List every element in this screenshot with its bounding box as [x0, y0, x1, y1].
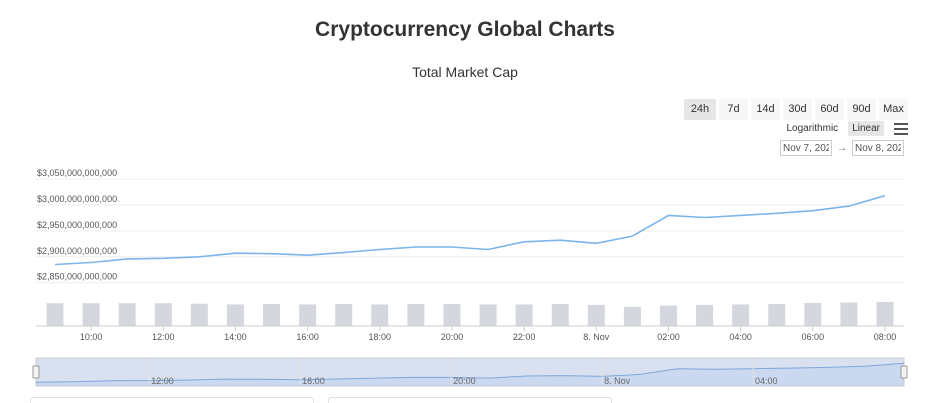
bottom-card-left [30, 397, 314, 403]
date-from-input[interactable] [780, 140, 832, 156]
navigator-handle[interactable] [32, 365, 40, 379]
x-axis-ticks [90, 326, 886, 331]
market-cap-series [54, 194, 886, 266]
navigator-handle[interactable] [900, 365, 908, 379]
x-tick-label: 06:00 [802, 332, 825, 342]
volume-bar [840, 302, 858, 326]
volume-bar [154, 303, 172, 326]
volume-bar [299, 304, 317, 326]
y-tick-label: $2,850,000,000,000 [37, 272, 117, 282]
range-button-7d[interactable]: 7d [719, 99, 748, 120]
volume-bar [46, 303, 64, 326]
x-tick-label: 02:00 [657, 332, 680, 342]
bottom-card-right [328, 397, 612, 403]
volume-bar [659, 305, 677, 326]
linear-button[interactable]: Linear [848, 121, 884, 136]
range-button-30d[interactable]: 30d [783, 99, 812, 120]
page-title: Cryptocurrency Global Charts [315, 18, 615, 41]
logarithmic-button[interactable]: Logarithmic [786, 123, 839, 134]
y-tick-label: $3,050,000,000,000 [37, 168, 117, 178]
y-tick-label: $2,900,000,000,000 [37, 246, 117, 256]
x-tick-label: 12:00 [152, 332, 175, 342]
volume-bar [263, 303, 281, 326]
x-tick-label: 8. Nov [583, 332, 610, 342]
navigator: 12:00 16:00 20:00 8. Nov 04:00 [32, 357, 908, 387]
y-axis-labels: $2,850,000,000,000 $2,900,000,000,000 $2,9… [37, 168, 117, 281]
volume-bar [623, 306, 641, 326]
chart-title: Total Market Cap [412, 64, 518, 80]
navigator-label: 8. Nov [604, 376, 631, 386]
range-button-14d[interactable]: 14d [751, 99, 780, 120]
date-arrow-icon: → [837, 142, 847, 154]
y-tick-label: $3,000,000,000,000 [37, 194, 117, 204]
volume-bar [443, 303, 461, 326]
volume-bar [732, 304, 750, 326]
x-tick-label: 18:00 [369, 332, 392, 342]
volume-bar [804, 302, 822, 326]
volume-bar [226, 304, 244, 326]
x-tick-label: 08:00 [874, 332, 897, 342]
grid-lines [36, 178, 904, 284]
volume-bar [876, 302, 894, 326]
volume-bar [587, 304, 605, 326]
volume-bar [407, 303, 425, 326]
x-tick-label: 04:00 [729, 332, 752, 342]
date-to-input[interactable] [852, 140, 904, 156]
navigator-label: 04:00 [755, 376, 778, 386]
x-tick-label: 10:00 [80, 332, 103, 342]
x-tick-label: 22:00 [513, 332, 536, 342]
volume-bar [696, 304, 714, 326]
market-cap-line[interactable] [54, 194, 886, 266]
volume-bar [335, 303, 353, 326]
navigator-label: 20:00 [453, 376, 476, 386]
navigator-label: 16:00 [302, 376, 325, 386]
range-button-24h[interactable]: 24h [684, 99, 716, 120]
x-axis-labels: 10:00 12:00 14:00 16:00 18:00 20:00 22:00 8. No… [80, 332, 896, 342]
volume-bar [82, 303, 100, 326]
navigator-line [35, 362, 905, 383]
range-button-90d[interactable]: 90d [847, 99, 876, 120]
volume-bar [190, 303, 208, 326]
x-tick-label: 20:00 [441, 332, 464, 342]
volume-bar [515, 304, 533, 326]
navigator-mask[interactable] [35, 357, 905, 387]
range-button-max[interactable]: Max [879, 99, 908, 120]
x-tick-label: 14:00 [224, 332, 247, 342]
y-tick-label: $2,950,000,000,000 [37, 220, 117, 230]
volume-bar [371, 304, 389, 326]
scale-toggle: Logarithmic Linear [782, 121, 908, 136]
range-selector: 24h 7d 14d 30d 60d 90d Max [684, 99, 908, 120]
navigator-label: 12:00 [151, 376, 174, 386]
hamburger-menu-icon[interactable] [894, 122, 908, 135]
x-tick-label: 16:00 [296, 332, 319, 342]
range-button-60d[interactable]: 60d [815, 99, 844, 120]
volume-bar [768, 303, 786, 326]
date-range: → [780, 140, 904, 156]
volume-bar [479, 304, 497, 326]
volume-bar [118, 303, 136, 326]
volume-bars [46, 302, 894, 326]
volume-bar [551, 303, 569, 326]
